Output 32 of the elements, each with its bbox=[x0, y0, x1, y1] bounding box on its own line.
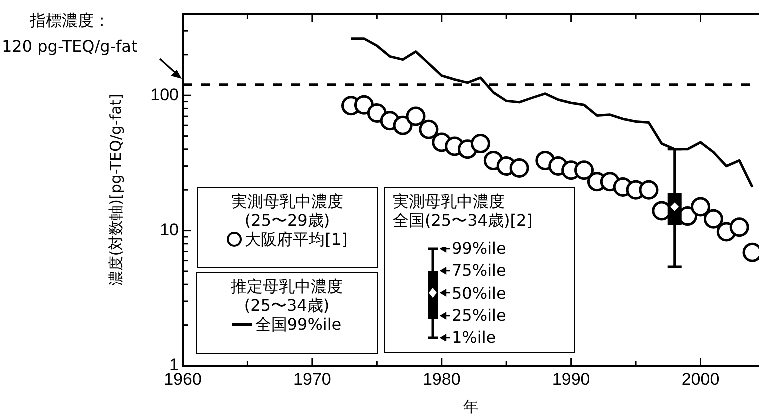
legend-label: 全国99%ile bbox=[255, 315, 342, 334]
x-tick-label: 2000 bbox=[682, 370, 720, 389]
point bbox=[354, 95, 374, 115]
annotation: 25%ile bbox=[452, 306, 506, 325]
annotation: 実測母乳中濃度 (25〜29歳) bbox=[230, 192, 344, 230]
point bbox=[574, 160, 594, 180]
point bbox=[639, 180, 659, 200]
point bbox=[419, 120, 439, 140]
point bbox=[704, 209, 724, 229]
annotation: 75%ile bbox=[452, 261, 506, 280]
annotation: 1%ile bbox=[452, 328, 496, 348]
x-tick-label: 1960 bbox=[164, 370, 202, 389]
x-tick-label: 1990 bbox=[552, 370, 590, 389]
point bbox=[406, 106, 426, 126]
annotation: 実測母乳中濃度 bbox=[393, 192, 506, 211]
annotation: 99%ile bbox=[452, 239, 506, 258]
annotation: 50%ile bbox=[452, 284, 506, 303]
point bbox=[470, 134, 490, 154]
point bbox=[730, 218, 750, 238]
point bbox=[393, 116, 413, 136]
y-tick-label: 100 bbox=[150, 85, 179, 104]
annotation: 推定母乳中濃度 (25〜34歳) bbox=[230, 277, 344, 315]
x-axis-title: 年 bbox=[464, 398, 478, 416]
point bbox=[691, 197, 711, 217]
x-tick-label: 1980 bbox=[422, 370, 461, 389]
legend-label: 大阪府平均[1] bbox=[245, 230, 348, 249]
y-axis-title: 濃度(対数軸)[pg-TEQ/g-fat] bbox=[106, 94, 125, 286]
point bbox=[510, 158, 530, 178]
y-tick-label: 10 bbox=[160, 220, 179, 240]
annotation: 全国(25〜34歳)[2] bbox=[393, 211, 534, 230]
text: 指標濃度： 120 pg-TEQ/g-fat bbox=[2, 10, 138, 58]
x-tick-label: 1970 bbox=[294, 370, 332, 389]
